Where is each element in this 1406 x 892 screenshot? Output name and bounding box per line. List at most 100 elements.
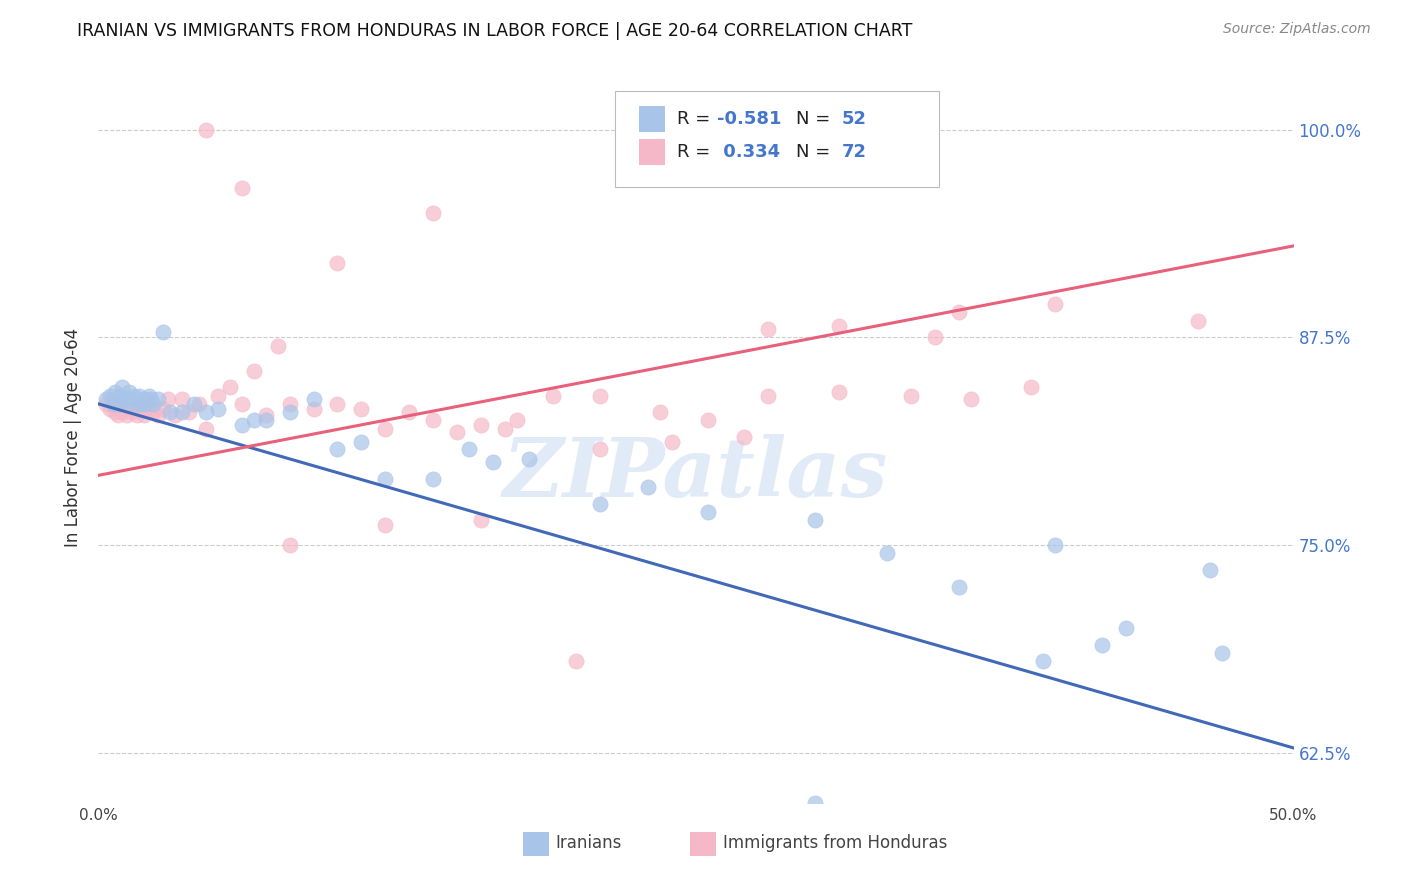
Point xyxy=(195,405,218,419)
Point xyxy=(219,380,242,394)
Point xyxy=(118,397,141,411)
Point xyxy=(1043,538,1066,552)
Point xyxy=(115,397,138,411)
Point xyxy=(541,388,564,402)
Point xyxy=(506,413,529,427)
Point xyxy=(118,385,141,400)
Text: R =: R = xyxy=(676,143,716,161)
Point xyxy=(148,409,170,423)
Point xyxy=(114,401,136,416)
Point xyxy=(142,397,165,411)
Point xyxy=(231,180,253,194)
Point xyxy=(139,392,162,406)
Point xyxy=(121,392,143,406)
Text: 72: 72 xyxy=(842,143,866,161)
Point xyxy=(183,397,205,411)
Point xyxy=(254,413,277,427)
Point xyxy=(900,388,922,402)
Text: R =: R = xyxy=(676,110,716,128)
Point xyxy=(374,518,396,533)
Point xyxy=(481,455,505,469)
Point xyxy=(302,392,325,406)
Point xyxy=(697,505,720,519)
Point xyxy=(589,497,612,511)
Point xyxy=(733,430,755,444)
Point xyxy=(139,401,162,416)
Point xyxy=(124,401,146,416)
Point xyxy=(172,392,194,406)
Point xyxy=(98,401,122,416)
Point xyxy=(128,388,150,402)
Point xyxy=(374,422,396,436)
Point xyxy=(104,385,127,400)
Y-axis label: In Labor Force | Age 20-64: In Labor Force | Age 20-64 xyxy=(65,327,83,547)
Point xyxy=(142,405,165,419)
Point xyxy=(422,413,444,427)
Point xyxy=(114,392,136,406)
Point xyxy=(94,397,117,411)
Point xyxy=(125,397,148,411)
Point xyxy=(195,422,218,436)
Text: Source: ZipAtlas.com: Source: ZipAtlas.com xyxy=(1223,22,1371,37)
Point xyxy=(172,405,194,419)
Point xyxy=(267,338,290,352)
Point xyxy=(458,442,481,456)
Point xyxy=(326,397,349,411)
Point xyxy=(326,442,349,456)
Point xyxy=(152,401,174,416)
Text: N =: N = xyxy=(796,110,837,128)
Point xyxy=(302,401,325,416)
Point xyxy=(756,388,779,402)
Point xyxy=(94,392,117,406)
Bar xyxy=(523,832,548,856)
Point xyxy=(278,397,301,411)
Point xyxy=(924,330,946,344)
Text: N =: N = xyxy=(796,143,837,161)
Point xyxy=(132,392,155,406)
Point xyxy=(135,392,157,406)
Text: Immigrants from Honduras: Immigrants from Honduras xyxy=(724,834,948,852)
Point xyxy=(124,388,146,402)
Text: ZIPatlas: ZIPatlas xyxy=(503,434,889,514)
Point xyxy=(1115,621,1137,635)
Point xyxy=(138,397,160,411)
Point xyxy=(132,409,155,423)
Point xyxy=(948,305,970,319)
Text: IRANIAN VS IMMIGRANTS FROM HONDURAS IN LABOR FORCE | AGE 20-64 CORRELATION CHART: IRANIAN VS IMMIGRANTS FROM HONDURAS IN L… xyxy=(77,22,912,40)
Point xyxy=(107,397,129,411)
Bar xyxy=(638,106,665,132)
Point xyxy=(326,255,349,269)
Text: 52: 52 xyxy=(842,110,866,128)
Point xyxy=(589,442,612,456)
Point xyxy=(1199,563,1222,577)
Point xyxy=(131,401,153,416)
Point xyxy=(828,385,851,400)
Point xyxy=(804,796,827,810)
Point xyxy=(948,580,970,594)
Point xyxy=(648,405,672,419)
Point xyxy=(960,392,983,406)
Point xyxy=(374,472,396,486)
Point xyxy=(148,392,170,406)
Point xyxy=(1211,646,1233,660)
Point xyxy=(231,397,253,411)
Point xyxy=(131,397,153,411)
Point xyxy=(108,397,131,411)
Point xyxy=(125,409,148,423)
Point xyxy=(104,405,127,419)
Point xyxy=(111,405,134,419)
Point xyxy=(107,409,129,423)
Point xyxy=(195,122,218,136)
Point xyxy=(350,435,373,450)
Point xyxy=(1091,638,1114,652)
Point xyxy=(159,405,181,419)
Point xyxy=(804,513,827,527)
Point xyxy=(828,318,851,333)
Point xyxy=(565,655,588,669)
Point xyxy=(350,401,373,416)
Point xyxy=(163,409,186,423)
Point xyxy=(115,409,138,423)
Text: Iranians: Iranians xyxy=(555,834,621,852)
Point xyxy=(98,388,122,402)
Point xyxy=(422,205,444,219)
